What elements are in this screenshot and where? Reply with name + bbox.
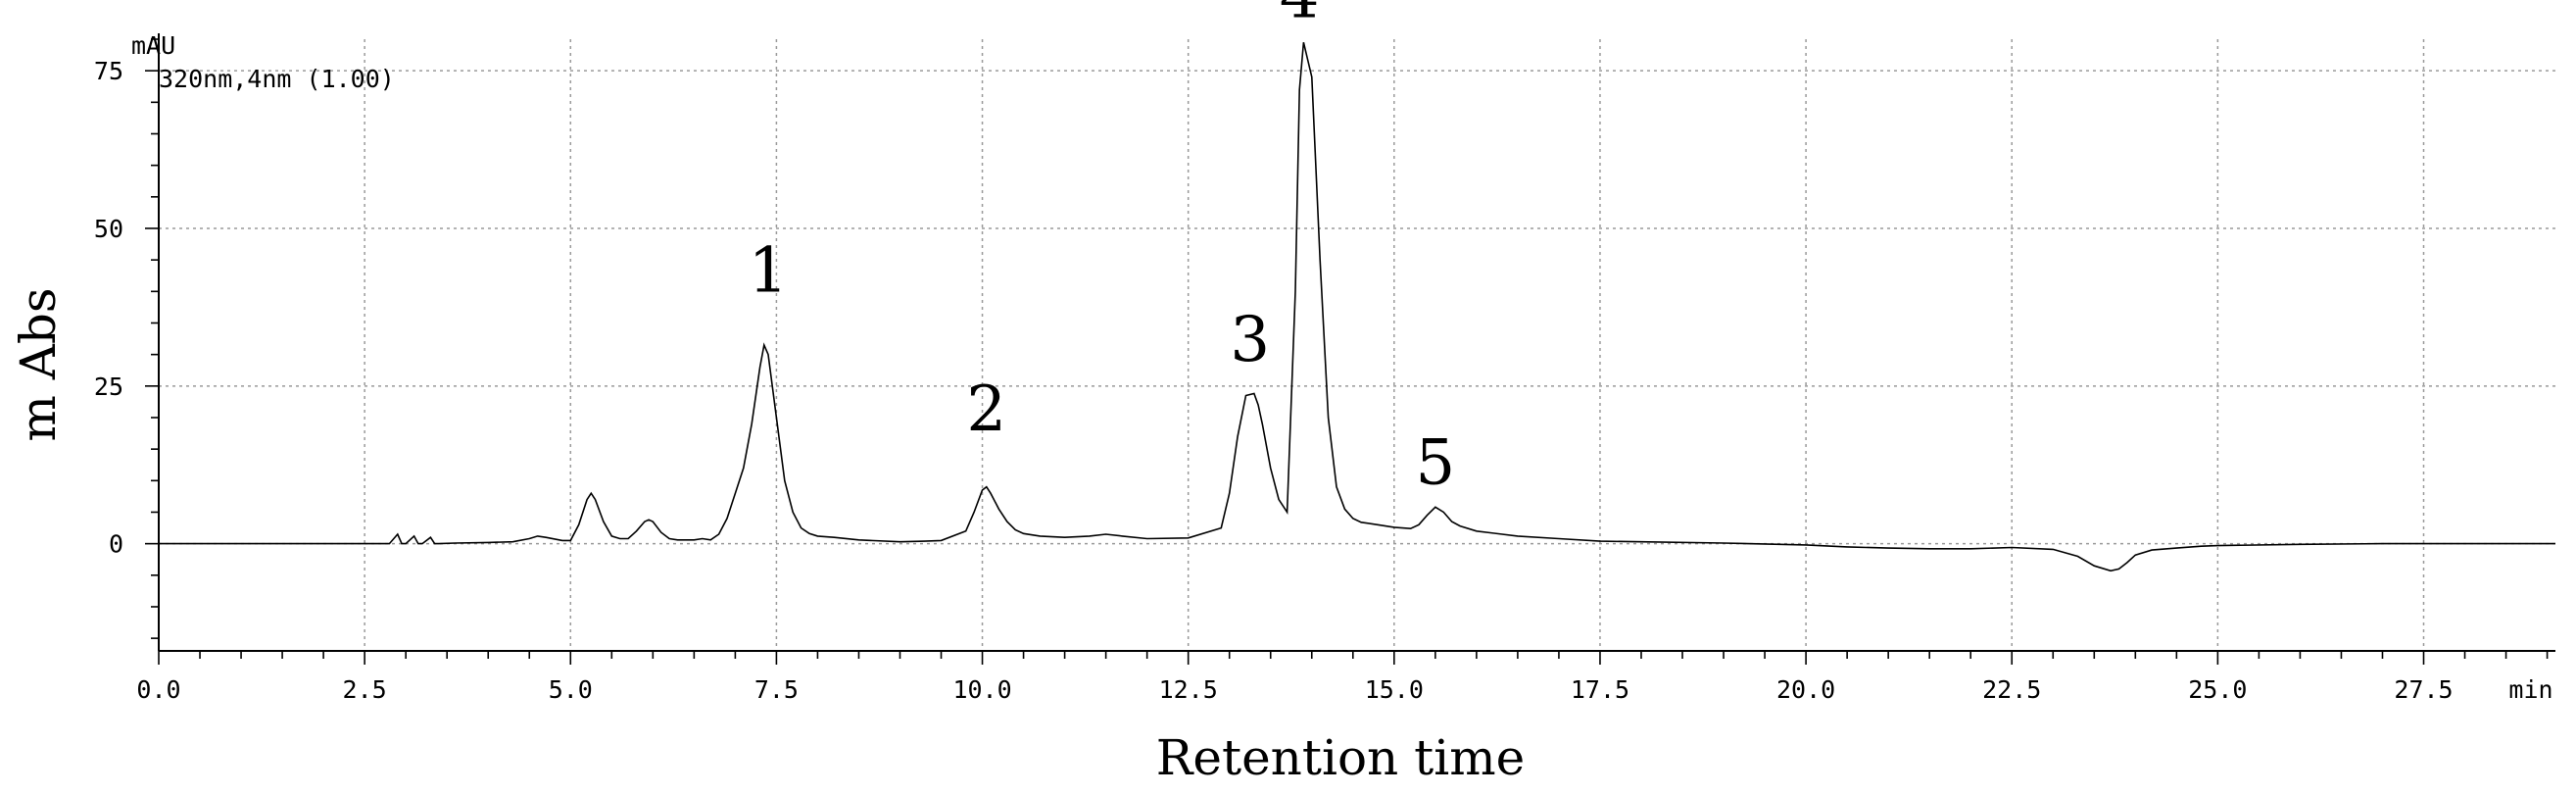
axis-ticks: [145, 38, 2549, 665]
x-axis-title: Retention time: [1156, 729, 1526, 786]
y-unit-label: mAU: [131, 31, 175, 60]
x-tick-label: 20.0: [1776, 675, 1835, 704]
x-tick-label: 7.5: [754, 675, 799, 704]
x-tick-label: 5.0: [549, 675, 593, 704]
x-tick-label: 25.0: [2188, 675, 2247, 704]
y-tick-label: 25: [94, 373, 123, 401]
peak-label: 5: [1415, 427, 1455, 500]
y-tick-label: 50: [94, 215, 123, 243]
trace-layer: [159, 42, 2555, 572]
x-tick-label: 10.0: [952, 675, 1011, 704]
x-tick-label: 27.5: [2394, 675, 2453, 704]
y-tick-label: 75: [94, 57, 123, 85]
x-tick-label: 15.0: [1365, 675, 1424, 704]
x-tick-label: 2.5: [343, 675, 387, 704]
plot-frame: [158, 33, 2555, 652]
tick-labels: 0.0 2.5 5.0 7.5 10.0 12.5 15.0 17.5 20.0 22.5 25.0…: [94, 57, 2454, 704]
grid-lines: [159, 39, 2555, 651]
peak-label: 3: [1230, 304, 1270, 376]
x-unit-label: min: [2508, 675, 2552, 704]
chromatogram-trace: [159, 42, 2555, 572]
y-tick-label: 0: [109, 530, 123, 559]
peak-label: 1: [749, 234, 789, 307]
detector-note: 320nm,4nm (1.00): [159, 65, 395, 93]
peak-label: 4: [1280, 0, 1320, 32]
x-tick-label: 12.5: [1159, 675, 1218, 704]
x-tick-label: 0.0: [136, 675, 180, 704]
peak-labels: 1 2 3 4 5: [749, 0, 1456, 500]
x-tick-label: 17.5: [1571, 675, 1629, 704]
x-tick-label: 22.5: [1982, 675, 2041, 704]
peak-label: 2: [966, 373, 1006, 446]
y-axis-title: m Abs: [10, 287, 67, 441]
